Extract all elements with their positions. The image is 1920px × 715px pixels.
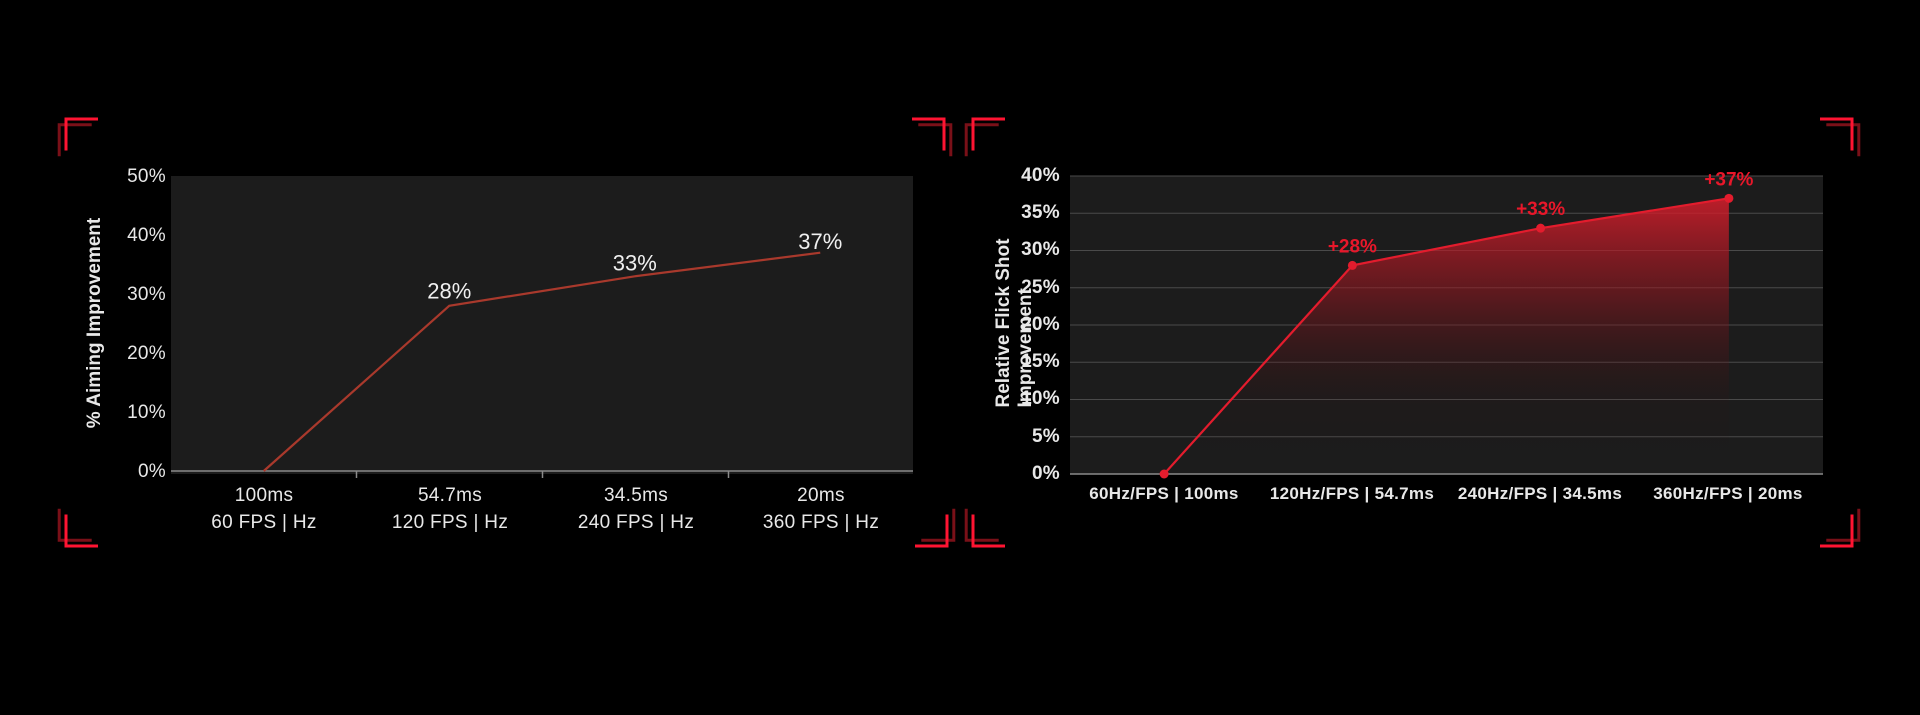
svg-text:+33%: +33% — [1516, 199, 1565, 220]
svg-text:37%: 37% — [798, 229, 842, 254]
svg-text:28%: 28% — [427, 279, 471, 304]
svg-text:+28%: +28% — [1328, 236, 1377, 257]
svg-text:33%: 33% — [613, 251, 657, 276]
svg-text:+37%: +37% — [1704, 169, 1753, 190]
